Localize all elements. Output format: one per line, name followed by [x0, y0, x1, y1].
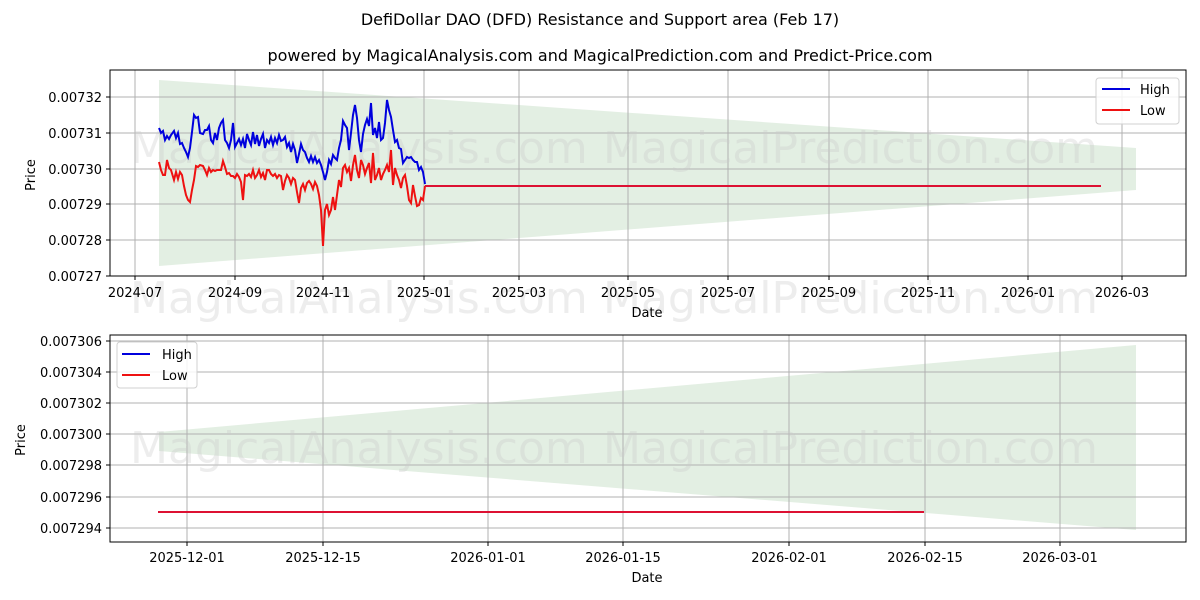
- bottom-plot-frame: [109, 334, 1187, 543]
- top-legend: High Low: [1095, 77, 1180, 125]
- top-ytick-1: 0.00728: [48, 234, 102, 249]
- bottom-legend: High Low: [116, 341, 198, 389]
- bottom-ytick-4: 0.007302: [40, 397, 102, 412]
- top-xtick-10: 2026-03: [1095, 286, 1149, 301]
- top-xtick-1: 2024-09: [208, 286, 262, 301]
- top-resistance-support-band: [159, 80, 1136, 266]
- bottom-xtick-5: 2026-02-15: [887, 551, 963, 566]
- top-xtick-5: 2025-05: [601, 286, 655, 301]
- watermark-magicalprediction: MagicalPrediction.com: [603, 123, 1098, 174]
- top-ytick-0: 0.00727: [48, 270, 102, 285]
- chart-title: DefiDollar DAO (DFD) Resistance and Supp…: [360, 10, 840, 29]
- top-y-axis-label: Price: [24, 159, 39, 191]
- watermark-magicalanalysis-2: MagicalAnalysis.com: [130, 273, 588, 324]
- bottom-x-axis-label: Date: [631, 571, 662, 586]
- bottom-y-axis-label: Price: [14, 424, 29, 456]
- chart-subtitle: powered by MagicalAnalysis.com and Magic…: [267, 46, 933, 65]
- top-xtick-7: 2025-09: [802, 286, 856, 301]
- watermark-magicalanalysis-3: MagicalAnalysis.com: [130, 423, 588, 474]
- bottom-resistance-support-band: [159, 345, 1136, 530]
- top-ytick-2: 0.00729: [48, 198, 102, 213]
- bottom-y-ticks: [106, 340, 110, 529]
- top-plot: MagicalAnalysis.com MagicalPrediction.co…: [24, 69, 1187, 324]
- top-xtick-9: 2026-01: [1001, 286, 1055, 301]
- top-x-ticks: [134, 276, 1123, 280]
- bottom-xtick-2: 2026-01-01: [450, 551, 526, 566]
- bottom-ytick-6: 0.007306: [40, 335, 102, 350]
- bottom-legend-low-label: Low: [162, 369, 188, 384]
- low-price-line: [158, 149, 426, 247]
- top-grid: [110, 70, 1186, 277]
- top-xtick-3: 2025-01: [397, 286, 451, 301]
- top-plot-frame: [109, 69, 1187, 277]
- top-xtick-8: 2025-11: [901, 286, 955, 301]
- high-price-line: [158, 99, 426, 185]
- bottom-xtick-1: 2025-12-15: [285, 551, 361, 566]
- watermark-magicalprediction-3: MagicalPrediction.com: [603, 423, 1098, 474]
- bottom-ytick-0: 0.007294: [40, 522, 102, 537]
- bottom-xtick-4: 2026-02-01: [751, 551, 827, 566]
- top-xtick-0: 2024-07: [108, 286, 162, 301]
- bottom-ytick-1: 0.007296: [40, 491, 102, 506]
- bottom-ytick-3: 0.007300: [40, 428, 102, 443]
- bottom-x-ticks: [186, 542, 1061, 546]
- bottom-plot: MagicalAnalysis.com MagicalPrediction.co…: [14, 334, 1187, 586]
- legend-high-label: High: [1140, 83, 1170, 98]
- top-ytick-4: 0.00731: [48, 127, 102, 142]
- top-xtick-2: 2024-11: [296, 286, 350, 301]
- bottom-legend-high-label: High: [162, 348, 192, 363]
- top-ytick-3: 0.00730: [48, 163, 102, 178]
- top-xtick-6: 2025-07: [701, 286, 755, 301]
- bottom-ytick-5: 0.007304: [40, 366, 102, 381]
- bottom-xtick-3: 2026-01-15: [585, 551, 661, 566]
- top-ytick-5: 0.00732: [48, 91, 102, 106]
- watermark-magicalprediction-2: MagicalPrediction.com: [603, 273, 1098, 324]
- top-y-ticks: [106, 96, 110, 277]
- top-x-axis-label: Date: [631, 306, 662, 321]
- bottom-grid: [110, 335, 1186, 542]
- legend-low-label: Low: [1140, 104, 1166, 119]
- bottom-ytick-2: 0.007298: [40, 459, 102, 474]
- top-xtick-4: 2025-03: [492, 286, 546, 301]
- bottom-xtick-6: 2026-03-01: [1022, 551, 1098, 566]
- bottom-xtick-0: 2025-12-01: [149, 551, 225, 566]
